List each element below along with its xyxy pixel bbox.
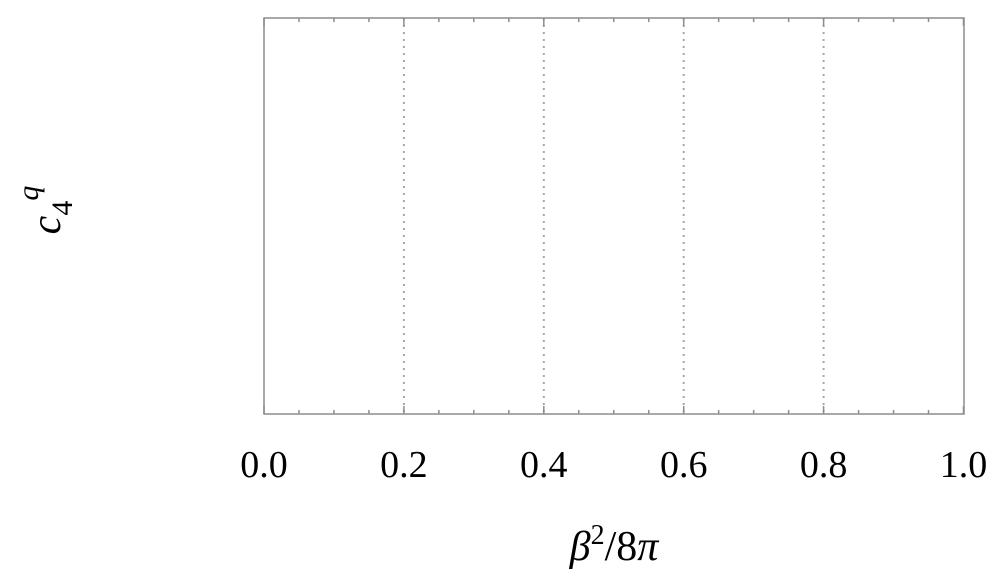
x-tick-label: 0.0	[240, 444, 288, 486]
svg-text:c4q: c4q	[12, 186, 79, 235]
x-tick-label: 0.4	[520, 444, 568, 486]
x-tick-labels: 0.0 0.2 0.4 0.6 0.8 1.0	[240, 444, 987, 486]
grid-lines	[402, 18, 825, 414]
x-tick-label: 0.6	[660, 444, 708, 486]
x-tick-label: 1.0	[940, 444, 988, 486]
x-tick-label: 0.2	[380, 444, 428, 486]
x-tick-label: 0.8	[800, 444, 848, 486]
x-axis-title: β2/8π	[569, 520, 660, 570]
y-axis-title: c4q	[12, 186, 79, 235]
svg-text:β2/8π: β2/8π	[569, 520, 660, 570]
x-axis-ticks	[263, 18, 965, 414]
plot-frame	[263, 17, 965, 415]
